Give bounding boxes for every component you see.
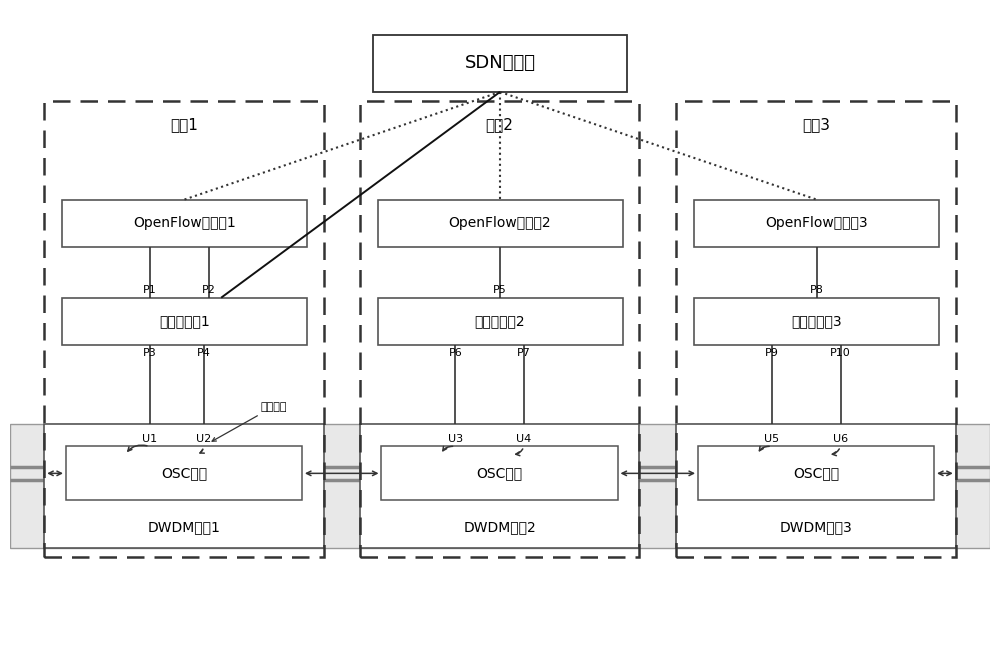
Text: 机房1: 机房1 [170, 118, 198, 132]
Text: OpenFlow交换机1: OpenFlow交换机1 [133, 216, 236, 230]
Text: P6: P6 [449, 348, 462, 358]
Text: 带外交换机3: 带外交换机3 [791, 315, 842, 328]
Bar [360, 424, 639, 548]
Text: P4: P4 [197, 348, 210, 358]
Text: U4: U4 [516, 434, 532, 444]
Text: OSC模块: OSC模块 [793, 466, 839, 481]
Bar [676, 424, 956, 548]
Bar [360, 101, 639, 557]
Bar [44, 101, 324, 557]
Text: P10: P10 [830, 348, 851, 358]
Bar [44, 424, 324, 548]
Text: 带外交换机1: 带外交换机1 [159, 315, 210, 328]
Text: P5: P5 [493, 285, 507, 295]
Bar [66, 446, 302, 500]
Text: U6: U6 [833, 434, 848, 444]
Bar [62, 298, 307, 345]
Bar [676, 101, 956, 557]
Text: DWDM设备2: DWDM设备2 [463, 521, 536, 534]
Bar [378, 298, 622, 345]
Text: 带外交换机2: 带外交换机2 [475, 315, 525, 328]
Text: 用户信道: 用户信道 [212, 402, 287, 441]
Bar [694, 298, 939, 345]
Text: OSC模块: OSC模块 [476, 466, 523, 481]
Bar [62, 200, 307, 247]
Text: P7: P7 [517, 348, 531, 358]
Bar [378, 200, 622, 247]
Text: OpenFlow交换机3: OpenFlow交换机3 [765, 216, 868, 230]
Text: P3: P3 [143, 348, 157, 358]
Bar [10, 424, 990, 548]
Text: OpenFlow交换机2: OpenFlow交换机2 [449, 216, 551, 230]
Text: P2: P2 [202, 285, 216, 295]
Text: OSC模块: OSC模块 [161, 466, 207, 481]
Bar [381, 446, 618, 500]
Text: SDN控制器: SDN控制器 [464, 54, 536, 72]
Text: P9: P9 [765, 348, 779, 358]
Text: 机房3: 机房3 [802, 118, 830, 132]
Text: DWDM设备1: DWDM设备1 [148, 521, 220, 534]
Bar [694, 200, 939, 247]
Text: U1: U1 [142, 434, 157, 444]
Text: DWDM设备3: DWDM设备3 [780, 521, 852, 534]
Bar [373, 35, 627, 92]
Text: P8: P8 [810, 285, 823, 295]
Text: 机房2: 机房2 [486, 118, 513, 132]
Text: U5: U5 [764, 434, 780, 444]
Bar [698, 446, 934, 500]
Text: P1: P1 [143, 285, 157, 295]
Text: U2: U2 [196, 434, 211, 444]
Text: U3: U3 [448, 434, 463, 444]
